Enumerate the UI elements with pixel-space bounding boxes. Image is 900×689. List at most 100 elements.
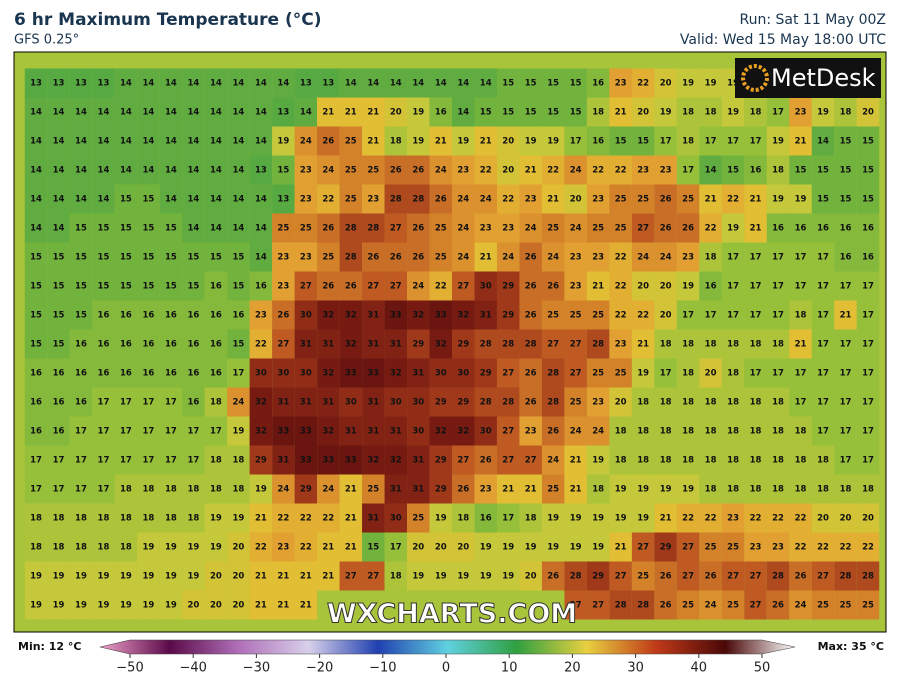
- temperature-label: 19: [705, 79, 717, 89]
- temperature-cell: [609, 590, 632, 620]
- temperature-label: 24: [232, 398, 244, 408]
- temperature-label: 19: [547, 543, 559, 553]
- temperature-cell: [721, 445, 745, 475]
- temperature-label: 18: [187, 514, 199, 524]
- temperature-cell: [249, 358, 273, 388]
- temperature-label: 19: [525, 543, 537, 553]
- temperature-label: 14: [98, 108, 110, 118]
- temperature-cell: [182, 213, 205, 243]
- temperature-cell: [856, 213, 880, 243]
- temperature-label: 16: [53, 398, 65, 408]
- temperature-cell: [69, 68, 93, 98]
- temperature-label: 15: [30, 311, 42, 321]
- temperature-label: 20: [210, 572, 222, 582]
- temperature-cell: [564, 416, 587, 446]
- temperature-label: 21: [480, 137, 492, 147]
- temperature-label: 17: [750, 282, 762, 292]
- temperature-label: 14: [30, 166, 42, 176]
- temperature-label: 27: [277, 340, 289, 350]
- temperature-label: 21: [615, 543, 627, 553]
- temperature-label: 28: [345, 253, 357, 263]
- temperature-label: 22: [435, 282, 447, 292]
- temperature-label: 15: [30, 253, 42, 263]
- temperature-cell: [114, 242, 138, 272]
- temperature-label: 18: [817, 485, 829, 495]
- temperature-label: 25: [547, 224, 559, 234]
- temperature-cell: [227, 387, 250, 417]
- temperature-cell: [609, 184, 632, 214]
- temperature-cell: [317, 155, 340, 185]
- temperature-cell: [92, 445, 115, 475]
- temperature-label: 21: [570, 456, 582, 466]
- temperature-label: 28: [547, 369, 559, 379]
- temperature-cell: [856, 271, 880, 301]
- temperature-cell: [272, 503, 295, 533]
- temperature-cell: [564, 329, 587, 359]
- temperature-label: 16: [75, 398, 87, 408]
- temperature-cell: [47, 532, 70, 562]
- temperature-cell: [249, 590, 273, 620]
- temperature-cell: [407, 97, 430, 127]
- temperature-cell: [182, 590, 205, 620]
- temperature-label: 26: [547, 427, 559, 437]
- temperature-label: 17: [660, 137, 672, 147]
- temperature-cell: [834, 358, 857, 388]
- temperature-label: 14: [232, 108, 244, 118]
- temperature-label: 16: [143, 369, 155, 379]
- temperature-cell: [182, 300, 205, 330]
- temperature-cell: [114, 126, 138, 156]
- temperature-label: 14: [255, 224, 267, 234]
- temperature-label: 17: [862, 456, 874, 466]
- temperature-label: 16: [30, 369, 42, 379]
- temperature-label: 22: [502, 195, 514, 205]
- temperature-label: 15: [502, 79, 514, 89]
- temperature-cell: [631, 300, 655, 330]
- temperature-label: 17: [143, 456, 155, 466]
- temperature-cell: [24, 184, 48, 214]
- temperature-label: 13: [277, 195, 289, 205]
- colorbar-tick-label: 50: [754, 661, 771, 676]
- temperature-label: 14: [165, 137, 177, 147]
- temperature-label: 28: [570, 572, 582, 582]
- temperature-cell: [474, 532, 497, 562]
- temperature-cell: [294, 532, 318, 562]
- temperature-cell: [114, 97, 138, 127]
- temperature-cell: [609, 445, 632, 475]
- temperature-cell: [856, 561, 880, 591]
- temperature-label: 26: [480, 456, 492, 466]
- temperature-cell: [474, 358, 497, 388]
- temperature-label: 29: [255, 456, 267, 466]
- temperature-cell: [339, 416, 363, 446]
- temperature-label: 18: [840, 108, 852, 118]
- temperature-label: 14: [210, 108, 222, 118]
- temperature-cell: [47, 300, 70, 330]
- temperature-cell: [654, 474, 677, 504]
- temperature-cell: [519, 155, 542, 185]
- temperature-cell: [834, 213, 857, 243]
- temperature-label: 23: [300, 195, 312, 205]
- temperature-label: 27: [300, 282, 312, 292]
- temperature-cell: [249, 126, 273, 156]
- temperature-cell: [227, 329, 250, 359]
- temperature-label: 19: [592, 543, 604, 553]
- temperature-label: 20: [457, 543, 469, 553]
- temperature-cell: [407, 68, 430, 98]
- temperature-label: 18: [705, 253, 717, 263]
- temperature-cell: [407, 300, 430, 330]
- temperature-cell: [294, 271, 318, 301]
- temperature-cell: [721, 97, 745, 127]
- temperature-label: 17: [660, 369, 672, 379]
- temperature-label: 26: [390, 166, 402, 176]
- temperature-cell: [452, 329, 475, 359]
- temperature-cell: [114, 561, 138, 591]
- temperature-label: 26: [322, 224, 334, 234]
- temperature-label: 17: [98, 427, 110, 437]
- temperature-cell: [834, 590, 857, 620]
- temperature-label: 24: [525, 224, 537, 234]
- temperature-label: 28: [547, 398, 559, 408]
- temperature-label: 24: [457, 195, 469, 205]
- temperature-label: 25: [592, 369, 604, 379]
- temperature-label: 17: [502, 514, 514, 524]
- temperature-cell: [676, 416, 700, 446]
